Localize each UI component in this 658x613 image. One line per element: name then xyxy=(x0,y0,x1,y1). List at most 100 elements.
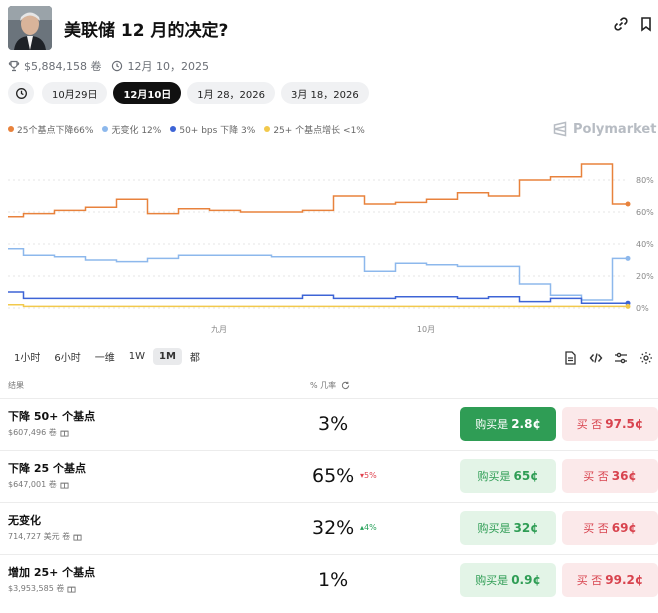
buy-yes-label: 购买是 xyxy=(475,574,509,587)
buy-no-button[interactable]: 买 否 97.5¢ xyxy=(562,407,658,441)
x-tick-label: 10月 xyxy=(417,325,435,334)
y-tick-label: 40% xyxy=(636,240,654,249)
outcome-percent: 3% xyxy=(318,413,349,435)
outcome-name: 无变化 xyxy=(8,514,41,527)
time-range-selector: 1小时 6小时 一维 1W 1M 都 xyxy=(8,346,208,366)
brand-name: Polymarket xyxy=(573,121,657,137)
no-price: 99.2¢ xyxy=(605,573,644,587)
no-price: 69¢ xyxy=(611,521,637,535)
refresh-icon[interactable] xyxy=(341,381,350,390)
buy-yes-button[interactable]: 购买是 65¢ xyxy=(460,459,556,493)
outcome-volume: 714,727 美元 卷 xyxy=(8,531,82,542)
buy-no-label: 买 否 xyxy=(576,418,603,431)
outcome-percent: 65% xyxy=(312,465,355,487)
legend-item-hike25: 25+ 个基点增长 <1% xyxy=(264,123,365,136)
yes-price: 32¢ xyxy=(513,521,539,535)
polymarket-logo-icon xyxy=(553,121,567,137)
buy-yes-label: 购买是 xyxy=(477,470,511,483)
buy-yes-button[interactable]: 购买是 32¢ xyxy=(460,511,556,545)
code-icon[interactable] xyxy=(589,350,603,364)
series-endpoint xyxy=(625,303,631,309)
trophy-icon xyxy=(8,60,20,72)
no-price: 36¢ xyxy=(611,469,637,483)
outcome-volume-value: 714,727 美元 卷 xyxy=(8,532,71,541)
x-tick-label: 九月 xyxy=(211,325,227,334)
date-tab-mar18[interactable]: 3月 18，2026 xyxy=(281,82,369,104)
legend-dot xyxy=(8,126,14,132)
outcome-row: 无变化 714,727 美元 卷 32% ▴4% 购买是 32¢ 买 否 69¢ xyxy=(0,502,658,554)
clock-icon xyxy=(111,60,123,72)
buy-no-label: 买 否 xyxy=(583,522,609,535)
outcome-row: 下降 50+ 个基点 $607,496 卷 3% 购买是 2.8¢ 买 否 97.5… xyxy=(0,398,658,450)
yes-price: 65¢ xyxy=(513,469,539,483)
gift-icon xyxy=(60,430,69,437)
gift-icon xyxy=(67,586,76,593)
date-tab-dec10[interactable]: 12月10日 xyxy=(113,82,182,104)
range-1d[interactable]: 一维 xyxy=(94,352,115,364)
column-chance: % 几率 xyxy=(310,380,350,391)
yes-price: 2.8¢ xyxy=(511,417,541,431)
outcome-volume: $607,496 卷 xyxy=(8,427,69,438)
legend-dot xyxy=(102,126,109,132)
buy-no-button[interactable]: 买 否 36¢ xyxy=(562,459,658,493)
y-tick-label: 20% xyxy=(636,272,654,281)
page-title: 美联储 12 月的决定? xyxy=(64,21,229,41)
market-volume: $5,884,158 卷 xyxy=(24,60,102,73)
bookmark-icon[interactable] xyxy=(639,16,657,34)
range-1m[interactable]: 1M xyxy=(153,347,182,365)
legend-dot xyxy=(170,126,177,132)
document-icon[interactable] xyxy=(564,350,578,365)
outcome-volume: $3,953,585 卷 xyxy=(8,583,76,594)
range-6h[interactable]: 6小时 xyxy=(54,352,81,364)
outcome-name: 下降 25 个基点 xyxy=(8,462,86,475)
outcome-name: 下降 50+ 个基点 xyxy=(8,410,96,423)
outcome-volume-value: $607,496 卷 xyxy=(8,428,57,437)
buy-no-button[interactable]: 买 否 69¢ xyxy=(562,511,658,545)
outcome-percent: 1% xyxy=(318,569,349,591)
outcome-volume: $647,001 卷 xyxy=(8,479,69,490)
buy-yes-label: 购买是 xyxy=(475,418,509,431)
date-tab-oct29[interactable]: 10月29日 xyxy=(42,82,108,104)
legend-dot xyxy=(264,126,271,132)
legend-item-cut25: 25个基点下降66% xyxy=(8,123,93,136)
range-1h[interactable]: 1小时 xyxy=(14,352,41,364)
buy-yes-button[interactable]: 购买是 0.9¢ xyxy=(460,563,556,597)
legend-label: 无变化 12% xyxy=(111,125,162,136)
series-endpoint xyxy=(625,255,631,261)
outcome-percent: 32% xyxy=(312,517,355,539)
legend-label: 25+ 个基点增长 <1% xyxy=(273,125,365,136)
range-all[interactable]: 都 xyxy=(189,352,200,364)
buy-yes-button[interactable]: 购买是 2.8¢ xyxy=(460,407,556,441)
outcome-name: 增加 25+ 个基点 xyxy=(8,566,96,579)
gift-icon xyxy=(60,482,69,489)
y-tick-label: 0% xyxy=(636,304,649,313)
gear-icon[interactable] xyxy=(639,350,653,364)
series-endpoint xyxy=(625,201,631,207)
legend-label: 50+ bps 下降 3% xyxy=(179,125,256,136)
change-badge: ▴4% xyxy=(360,523,377,532)
column-outcome: 结果 xyxy=(8,380,24,391)
range-1w[interactable]: 1W xyxy=(128,350,145,362)
buy-yes-label: 购买是 xyxy=(477,522,511,535)
outcome-volume-value: $647,001 卷 xyxy=(8,480,57,489)
buy-no-button[interactable]: 买 否 99.2¢ xyxy=(562,563,658,597)
change-badge: ▾5% xyxy=(360,471,377,480)
buy-no-label: 买 否 xyxy=(576,574,603,587)
column-chance-label: % 几率 xyxy=(310,381,337,390)
probability-chart[interactable]: 80% 60% 40% 20% 0% 九月 10月 xyxy=(0,140,658,340)
market-end-date: 12月 10，2025 xyxy=(127,60,209,73)
outcome-volume-value: $3,953,585 卷 xyxy=(8,584,65,593)
polymarket-brand: Polymarket xyxy=(552,120,656,138)
market-avatar xyxy=(8,6,52,50)
history-button[interactable] xyxy=(8,82,34,104)
legend-item-cut50: 50+ bps 下降 3% xyxy=(170,123,255,136)
settings-sliders-icon[interactable] xyxy=(614,350,628,364)
history-icon xyxy=(15,87,27,99)
y-tick-label: 80% xyxy=(636,176,654,185)
date-tab-jan28[interactable]: 1月 28，2026 xyxy=(187,82,276,104)
gift-icon xyxy=(73,534,82,541)
buy-no-label: 买 否 xyxy=(583,470,609,483)
link-icon[interactable] xyxy=(613,16,631,34)
legend-item-nochange: 无变化 12% xyxy=(102,123,161,136)
